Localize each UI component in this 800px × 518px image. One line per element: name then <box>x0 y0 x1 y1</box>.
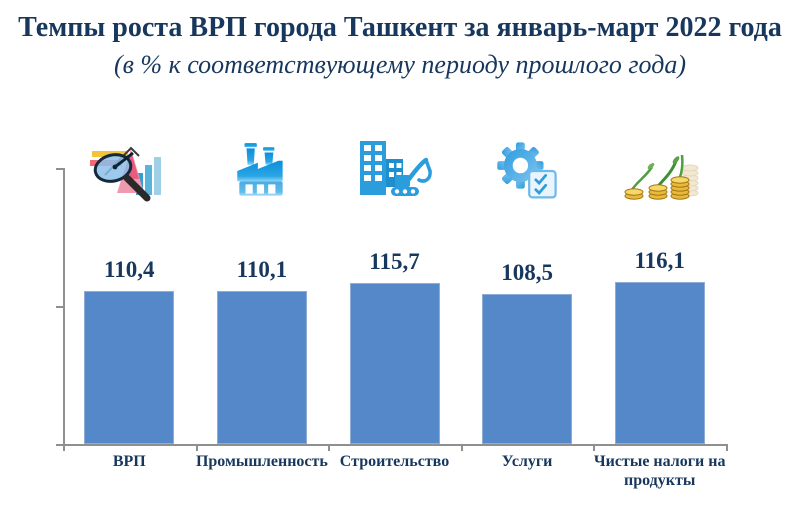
category-icon-slot <box>487 138 567 204</box>
category-axis-tick <box>195 444 198 451</box>
category-icon-slot <box>222 138 302 204</box>
category-axis-line <box>63 444 728 446</box>
bar-value-label: 115,7 <box>369 249 420 274</box>
bar-value-label: 116,1 <box>634 248 685 273</box>
bar-value-label: 110,4 <box>104 257 155 282</box>
category-label: Промышленность <box>195 453 328 470</box>
bar <box>216 291 307 444</box>
category-axis-tick <box>593 444 596 451</box>
category-axis-tick <box>328 444 331 451</box>
bar <box>482 294 573 444</box>
factory-icon <box>237 143 283 196</box>
bar <box>349 283 440 444</box>
chart-magnifier-icon <box>90 146 162 202</box>
bar <box>84 291 175 444</box>
gear-checklist-icon <box>497 142 557 199</box>
category-axis-tick <box>460 444 463 451</box>
value-axis-tick <box>56 444 63 446</box>
bar-value-label: 108,5 <box>501 260 553 285</box>
category-axis-tick <box>726 444 728 451</box>
coins-growth-icon <box>624 154 699 200</box>
value-axis-tick <box>56 306 63 308</box>
construction-icon <box>359 141 432 196</box>
chart-title: Темпы роста ВРП города Ташкент за январь… <box>18 12 782 43</box>
value-axis-line <box>63 168 65 444</box>
category-icon-slot <box>89 138 169 204</box>
category-icon-slot <box>620 138 700 204</box>
bar <box>614 282 705 444</box>
category-label: Услуги <box>501 453 553 470</box>
category-label: Строительство <box>339 453 450 470</box>
category-label: ВРП <box>112 453 146 470</box>
category-label: Чистые налоги на продукты <box>593 453 726 490</box>
chart-subtitle: (в % к соответствующему периоду прошлого… <box>113 50 687 79</box>
category-axis-tick <box>63 444 65 451</box>
value-axis-tick <box>56 168 63 170</box>
bar-value-label: 110,1 <box>236 257 288 282</box>
category-icon-slot <box>355 138 435 204</box>
